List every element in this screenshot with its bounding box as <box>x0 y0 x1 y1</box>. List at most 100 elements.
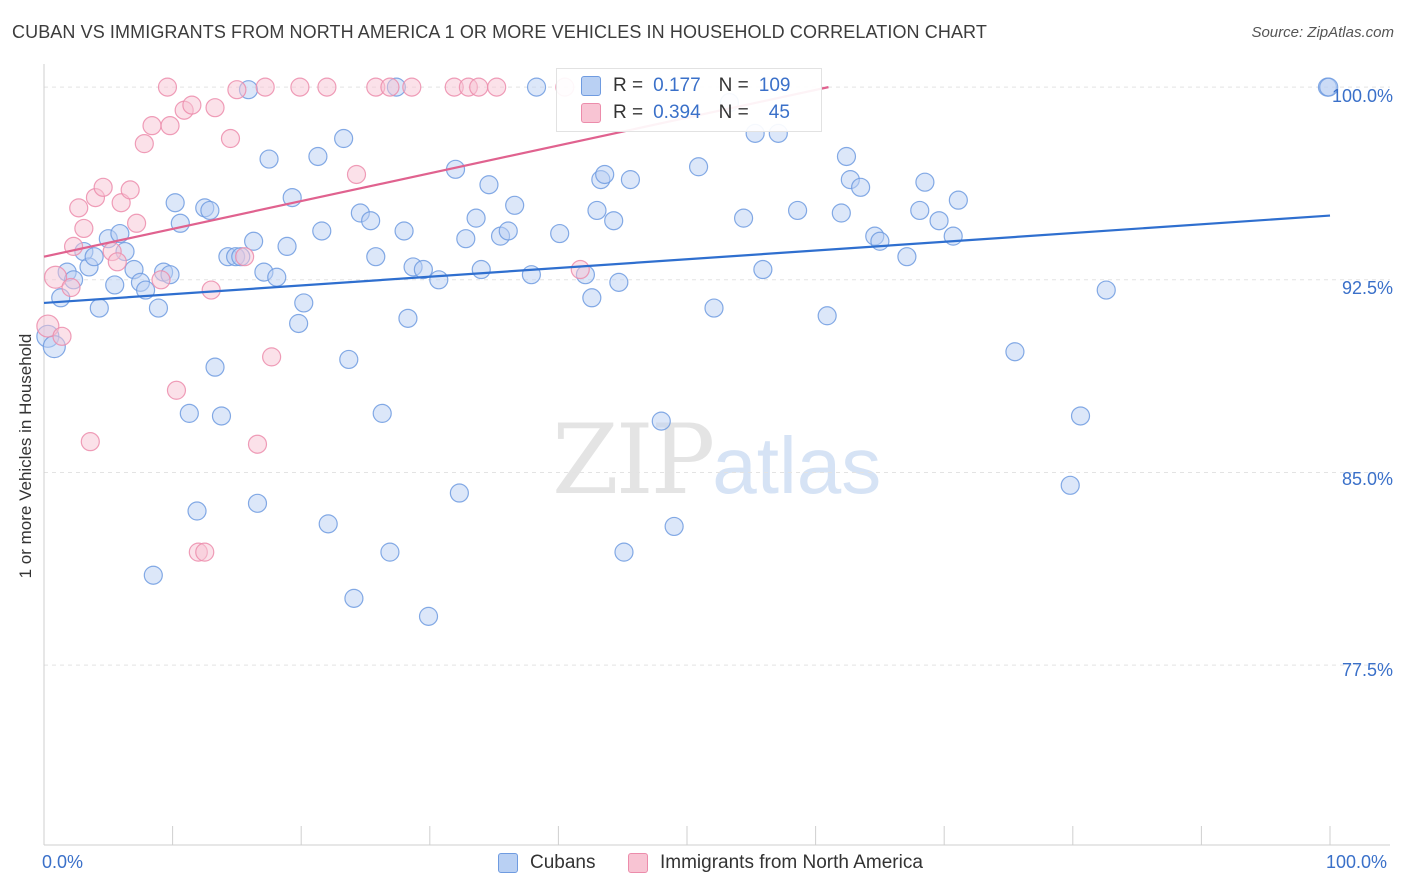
immigrants-point <box>570 259 590 280</box>
immigrants-point <box>262 347 282 367</box>
y-axis-label: 1 or more Vehicles in Household <box>16 333 35 579</box>
immigrants-point <box>126 213 147 233</box>
cubans-point <box>289 313 309 334</box>
cubans-point <box>479 175 499 195</box>
immigrants-point <box>52 326 72 346</box>
y-tick-label-85: 85.0% <box>1341 469 1393 489</box>
cubans-point <box>595 164 615 185</box>
source-label: Source: ZipAtlas.com <box>1251 24 1394 41</box>
watermark: ZIPatlas <box>552 404 881 516</box>
immigrants-point <box>235 247 255 267</box>
cubans-point <box>394 221 414 241</box>
immigrants-point <box>120 180 140 200</box>
immigrants-point <box>220 128 241 149</box>
cubans-point <box>135 280 156 300</box>
legend-item-immigrants[interactable]: Immigrants from North America <box>628 852 923 874</box>
immigrants-legend-swatch <box>628 853 648 873</box>
cubans-point <box>84 247 104 267</box>
immigrants-point <box>402 77 422 97</box>
watermark-zip: ZIP <box>552 404 715 516</box>
cubans-point <box>836 146 857 167</box>
n-label: N = <box>718 102 749 123</box>
cubans-point <box>148 298 169 318</box>
cubans-point <box>456 229 476 249</box>
immigrants-point <box>36 314 60 338</box>
r-label: R = <box>613 102 644 123</box>
immigrants-point <box>290 77 310 97</box>
cubans-point <box>787 200 808 221</box>
cubans-point <box>733 208 754 228</box>
legend-item-cubans[interactable]: Cubans <box>498 852 596 874</box>
cubans-point <box>398 308 418 328</box>
cubans-point <box>294 293 314 313</box>
cubans-swatch <box>581 76 601 96</box>
immigrants-point <box>195 542 215 562</box>
stats-legend-row-immigrants: R = 0.394 N = 45 <box>581 100 790 126</box>
cubans-point <box>1319 77 1339 97</box>
cubans-point <box>604 211 624 231</box>
cubans-point <box>418 606 439 626</box>
cubans-point <box>308 146 328 167</box>
cubans-point <box>851 177 871 197</box>
y-tick-label-92-5: 92.5% <box>1341 278 1393 298</box>
cubans-point <box>244 231 264 251</box>
immigrants-point <box>80 432 100 452</box>
immigrants-point <box>61 277 81 298</box>
cubans-point <box>897 247 917 267</box>
immigrants-point <box>205 98 225 118</box>
immigrants-point <box>160 116 180 136</box>
cubans-point <box>318 514 338 534</box>
chart-title: CUBAN VS IMMIGRANTS FROM NORTH AMERICA 1… <box>12 22 987 42</box>
immigrants-point <box>469 77 489 97</box>
immigrants-point <box>157 77 178 97</box>
cubans-point <box>910 200 930 221</box>
immigrants-point <box>43 265 68 289</box>
immigrants-point <box>182 95 202 115</box>
watermark-atlas: atlas <box>712 421 882 510</box>
cubans-point <box>277 236 297 257</box>
x-tick-label-min: 0.0% <box>42 852 84 872</box>
cubans-point <box>1096 280 1116 300</box>
n-label: N = <box>718 75 749 96</box>
cubans-point <box>312 221 332 241</box>
cubans-point <box>753 259 773 280</box>
cubans-point <box>179 403 199 423</box>
cubans-point <box>339 349 359 370</box>
immigrants-point <box>142 116 162 136</box>
cubans-point <box>948 190 968 210</box>
cubans-point <box>550 223 570 244</box>
cubans-point <box>614 542 634 562</box>
legend-label-cubans: Cubans <box>530 852 596 873</box>
cubans-point <box>89 298 109 318</box>
cubans-point <box>413 259 433 280</box>
cubans-point <box>205 357 225 377</box>
cubans-point <box>1005 342 1025 362</box>
cubans-point <box>165 193 185 213</box>
cubans-point <box>831 203 851 223</box>
cubans-point <box>247 493 268 513</box>
x-tick-label-max: 100.0% <box>1326 852 1388 872</box>
immigrants-point <box>134 134 154 154</box>
stats-legend: R = 0.177 N = 109 R = 0.394 N = 45 <box>556 68 822 132</box>
cubans-point <box>259 149 279 169</box>
immigrants-point <box>151 270 171 290</box>
cubans-point <box>1070 406 1091 426</box>
r-label: R = <box>613 75 644 96</box>
immigrants-point <box>317 77 337 97</box>
cubans-point <box>651 411 671 431</box>
cubans-point <box>143 565 163 585</box>
cubans-point <box>200 200 220 221</box>
immigrants-swatch <box>581 103 601 123</box>
cubans-point <box>187 501 207 521</box>
cubans-point <box>505 195 525 215</box>
cubans-point <box>372 403 392 423</box>
immigrants-point <box>247 434 268 454</box>
immigrants-point <box>74 218 94 239</box>
immigrants-point <box>69 198 89 218</box>
cubans-point <box>929 211 949 231</box>
cubans-point <box>334 128 354 149</box>
n-value: 45 <box>768 102 790 123</box>
cubans-point <box>361 211 381 231</box>
immigrants-point <box>93 177 113 197</box>
